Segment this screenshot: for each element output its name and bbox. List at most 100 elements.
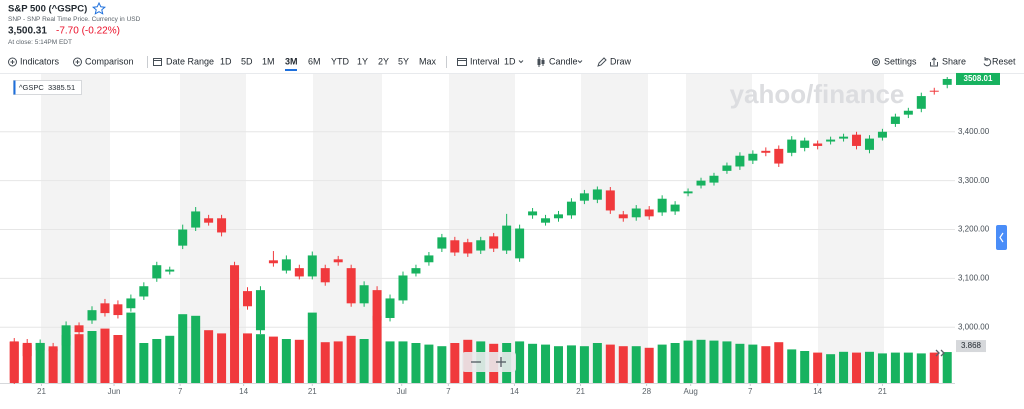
range-button[interactable]: 5Y: [398, 56, 409, 66]
candle-body: [839, 136, 849, 139]
volume-bar: [722, 341, 732, 383]
volume-bar: [204, 330, 214, 383]
volume-bar: [800, 351, 810, 383]
range-button[interactable]: YTD: [331, 56, 350, 66]
candle-body: [61, 325, 71, 346]
volume-bar: [696, 339, 706, 383]
volume-bar: [683, 340, 693, 383]
date-range-button[interactable]: Date Range: [166, 56, 214, 66]
volume-bar: [566, 345, 576, 383]
indicators-button[interactable]: Indicators: [20, 56, 60, 66]
price-label-bg: [956, 72, 1000, 85]
candle-body: [929, 90, 939, 92]
volume-bar: [48, 348, 58, 383]
range-button[interactable]: 3M: [285, 56, 298, 66]
volume-bar: [191, 315, 201, 383]
volume-bar: [424, 344, 434, 383]
interval-caret: [518, 60, 524, 64]
candle-body: [657, 198, 667, 213]
range-button[interactable]: 1D: [220, 56, 232, 66]
candle-body: [359, 285, 369, 304]
volume-bar: [398, 341, 408, 383]
candle-body: [178, 229, 188, 246]
candle-body: [852, 134, 862, 146]
x-tick-label: 7: [178, 387, 183, 396]
interval-value[interactable]: 1D: [504, 56, 516, 66]
candle-body: [528, 211, 538, 216]
candle-body: [204, 218, 214, 223]
candle-body: [877, 131, 887, 138]
candle-body: [450, 240, 460, 253]
candle-body: [307, 255, 317, 277]
volume-bar: [592, 343, 602, 383]
candle-body: [191, 211, 201, 228]
range-button[interactable]: 1M: [262, 56, 275, 66]
x-tick-label: 21: [37, 387, 46, 396]
candle-body: [35, 342, 45, 351]
week-band: [686, 74, 752, 383]
scroll-latest[interactable]: [935, 349, 945, 357]
watchlist-star[interactable]: [91, 1, 107, 15]
volume-bar: [774, 342, 784, 383]
settings-button[interactable]: Settings: [884, 56, 917, 66]
range-button[interactable]: 1Y: [357, 56, 368, 66]
candle-body: [22, 342, 32, 357]
volume-bar: [372, 315, 382, 383]
legend-value: 3385.51: [48, 83, 75, 92]
volume-bar: [605, 344, 615, 383]
candle-body: [541, 218, 551, 223]
candle-body: [916, 96, 926, 109]
zoom-controls[interactable]: [462, 352, 516, 372]
candle-body: [502, 225, 512, 251]
candle-body: [489, 236, 499, 249]
volume-bar: [852, 352, 862, 383]
volume-bar: [22, 344, 32, 383]
candle-body: [476, 240, 486, 251]
volume-bar: [839, 351, 849, 383]
candle-body: [126, 298, 136, 309]
volume-bar: [242, 333, 252, 383]
volume-bar: [761, 346, 771, 383]
volume-bar: [255, 334, 265, 383]
volume-bar: [100, 328, 110, 383]
volume-bar: [515, 341, 525, 383]
legend-symbol: ^GSPC: [19, 83, 44, 92]
volume-bar: [657, 344, 667, 383]
x-tick-label: Jul: [397, 387, 407, 396]
current-price-label: 3508.01: [964, 74, 993, 83]
range-button[interactable]: 5D: [241, 56, 253, 66]
candle-body: [683, 191, 693, 194]
reset-button[interactable]: Reset: [992, 56, 1016, 66]
candle-body: [813, 143, 823, 146]
x-tick-label: 28: [642, 387, 651, 396]
volume-bar: [74, 334, 84, 383]
candle-body: [631, 208, 641, 218]
volume-bar: [450, 343, 460, 383]
chart-style-button[interactable]: Candle: [549, 56, 578, 66]
range-button[interactable]: 6M: [308, 56, 321, 66]
candle-body: [437, 237, 447, 249]
range-button[interactable]: Max: [419, 56, 437, 66]
candle-body: [735, 155, 745, 167]
volume-bar: [709, 340, 719, 383]
share-button[interactable]: Share: [942, 56, 966, 66]
volume-bar: [35, 343, 45, 383]
volume-bar: [748, 344, 758, 383]
interval-button[interactable]: Interval: [470, 56, 500, 66]
draw-button[interactable]: Draw: [610, 56, 632, 66]
candle-body: [9, 341, 19, 381]
volume-bar: [670, 343, 680, 383]
candle-body: [592, 189, 602, 200]
side-panel-tab[interactable]: [996, 225, 1007, 250]
quote-change: -7.70 (-0.22%): [56, 26, 120, 37]
candle-body: [709, 175, 719, 183]
candle-body: [48, 346, 58, 352]
week-band: [818, 74, 884, 383]
volume-bar: [178, 314, 188, 383]
comparison-button[interactable]: Comparison: [85, 56, 134, 66]
volume-bar: [644, 347, 654, 383]
range-button[interactable]: 2Y: [378, 56, 389, 66]
volume-bar: [61, 335, 71, 383]
candle-body: [152, 265, 162, 279]
volume-bar: [268, 336, 278, 383]
